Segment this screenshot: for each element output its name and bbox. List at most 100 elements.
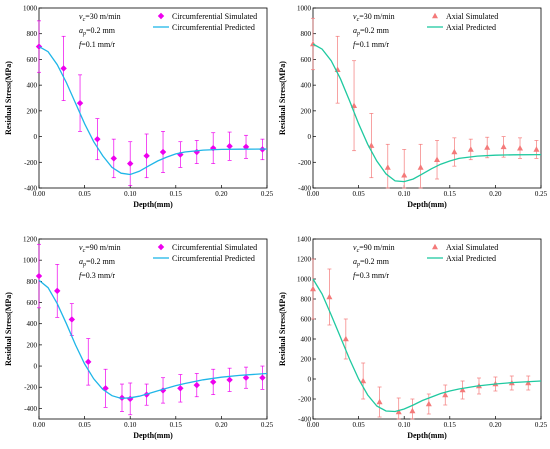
chart-panel-4: 0.00 0.05 0.10 0.15 0.20 0.25 -400 -200 0 200 400 6… xyxy=(278,236,548,441)
y-tick-label: -200 xyxy=(24,384,37,392)
data-point-triangle xyxy=(409,407,416,414)
parameter-annotation: vc=90 m/min xyxy=(79,243,121,254)
y-tick-label: -200 xyxy=(298,159,311,167)
parameter-subscript: c xyxy=(83,248,86,254)
x-tick-label: 0.15 xyxy=(444,421,457,429)
parameter-value: =0.1 mm/r xyxy=(81,40,115,49)
parameter-value: =0.2 mm xyxy=(86,257,116,266)
parameter-value: =30 m/min xyxy=(85,12,120,21)
data-point-triangle xyxy=(417,164,424,170)
y-tick-label: 400 xyxy=(27,320,38,328)
data-point-triangle xyxy=(517,144,524,151)
data-point-triangle xyxy=(484,144,491,150)
y-axis-label: Residual Stress(MPa) xyxy=(278,292,287,366)
plot-frame xyxy=(312,238,542,420)
data-point-triangle xyxy=(425,400,432,407)
chart-panel-1: 0.00 0.05 0.10 0.15 0.20 0.25 -400 -200 0 200 400 6… xyxy=(4,5,274,210)
x-tick-label: 0.05 xyxy=(78,421,91,429)
y-tick-label: 1400 xyxy=(297,236,312,244)
y-tick-label: 1000 xyxy=(23,257,38,265)
legend-triangle-swatch xyxy=(432,12,438,19)
y-tick-label: 600 xyxy=(301,56,312,64)
legend-label: Axial Simulated xyxy=(446,243,498,252)
data-point-triangle xyxy=(310,285,316,292)
y-tick-label: 200 xyxy=(301,107,312,115)
x-axis-label: Depth(mm) xyxy=(133,200,173,209)
data-point-triangle xyxy=(525,379,532,386)
data-point-diamond xyxy=(177,385,184,392)
data-point-triangle xyxy=(384,164,391,170)
data-point-triangle xyxy=(533,146,540,152)
parameter-subscript: p xyxy=(356,262,360,268)
predicted-curve xyxy=(38,46,268,176)
data-point-triangle xyxy=(442,391,449,398)
parameter-symbol: v xyxy=(79,12,83,21)
x-tick-label: 0.00 xyxy=(33,190,46,198)
data-point-diamond xyxy=(127,395,134,403)
data-point-triangle xyxy=(459,386,466,393)
x-tick-label: 0.20 xyxy=(489,190,502,198)
y-tick-label: -400 xyxy=(298,416,311,424)
parameter-symbol: a xyxy=(79,257,83,266)
data-point-diamond xyxy=(127,160,134,167)
parameter-symbol: v xyxy=(353,243,357,252)
predicted-curve xyxy=(312,43,542,183)
data-point-triangle xyxy=(395,408,402,415)
y-tick-label: -400 xyxy=(298,185,311,193)
data-point-diamond xyxy=(35,272,43,280)
y-tick-label: 600 xyxy=(27,56,38,64)
parameter-annotation: vc=30 m/min xyxy=(353,12,395,23)
x-axis-label: Depth(mm) xyxy=(133,431,173,440)
legend-label: Circumferential Simulated xyxy=(172,12,257,21)
y-axis-label: Residual Stress(MPa) xyxy=(4,292,13,366)
legend-diamond-swatch xyxy=(157,243,165,251)
parameter-value: =0.3 mm/r xyxy=(81,271,115,280)
y-tick-label: 0 xyxy=(308,133,312,141)
x-tick-label: 0.05 xyxy=(352,190,365,198)
y-tick-label: 0 xyxy=(34,363,38,371)
parameter-symbol: f xyxy=(79,40,83,49)
plot-frame xyxy=(38,7,268,189)
y-tick-label: 400 xyxy=(301,336,312,344)
x-tick-label: 0.00 xyxy=(307,190,320,198)
parameter-annotation: ap=0.2 mm xyxy=(353,26,390,37)
y-tick-label: 1000 xyxy=(297,276,312,284)
x-tick-label: 0.25 xyxy=(535,190,548,198)
legend-label: Axial Predicted xyxy=(446,254,496,263)
y-tick-label: 0 xyxy=(34,133,38,141)
legend-label: Circumferential Simulated xyxy=(172,243,257,252)
x-tick-label: 0.15 xyxy=(170,190,183,198)
x-tick-label: 0.15 xyxy=(170,421,183,429)
data-point-triangle xyxy=(368,142,375,148)
x-tick-label: 0.15 xyxy=(444,190,457,198)
parameter-value: =0.2 mm xyxy=(360,26,390,35)
parameter-symbol: v xyxy=(353,12,357,21)
legend-label: Axial Predicted xyxy=(446,23,496,32)
y-tick-label: -200 xyxy=(24,159,37,167)
data-point-triangle xyxy=(326,293,333,300)
x-tick-label: 0.10 xyxy=(124,190,137,198)
data-point-diamond xyxy=(94,135,101,143)
legend-triangle-swatch xyxy=(432,243,438,250)
data-point-diamond xyxy=(193,381,200,389)
parameter-subscript: c xyxy=(357,17,360,23)
data-point-diamond xyxy=(193,148,200,156)
y-tick-label: 800 xyxy=(301,296,312,304)
data-point-diamond xyxy=(209,378,217,386)
chart-panel-2: 0.00 0.05 0.10 0.15 0.20 0.25 -400 -200 0 200 400 6… xyxy=(278,5,548,210)
data-point-triangle xyxy=(376,398,383,405)
data-point-diamond xyxy=(85,358,92,366)
y-tick-label: 400 xyxy=(27,82,38,90)
data-point-diamond xyxy=(242,143,250,151)
data-point-diamond xyxy=(226,376,233,384)
data-point-triangle xyxy=(500,143,507,150)
y-tick-label: 800 xyxy=(27,278,38,286)
parameter-subscript: p xyxy=(82,31,86,37)
y-tick-label: 600 xyxy=(27,299,38,307)
x-tick-label: 0.10 xyxy=(398,190,411,198)
data-point-diamond xyxy=(68,316,76,323)
x-tick-label: 0.25 xyxy=(261,190,274,198)
y-tick-label: 1000 xyxy=(23,5,38,13)
x-tick-label: 0.20 xyxy=(215,190,228,198)
parameter-annotation: ap=0.2 mm xyxy=(79,26,116,37)
